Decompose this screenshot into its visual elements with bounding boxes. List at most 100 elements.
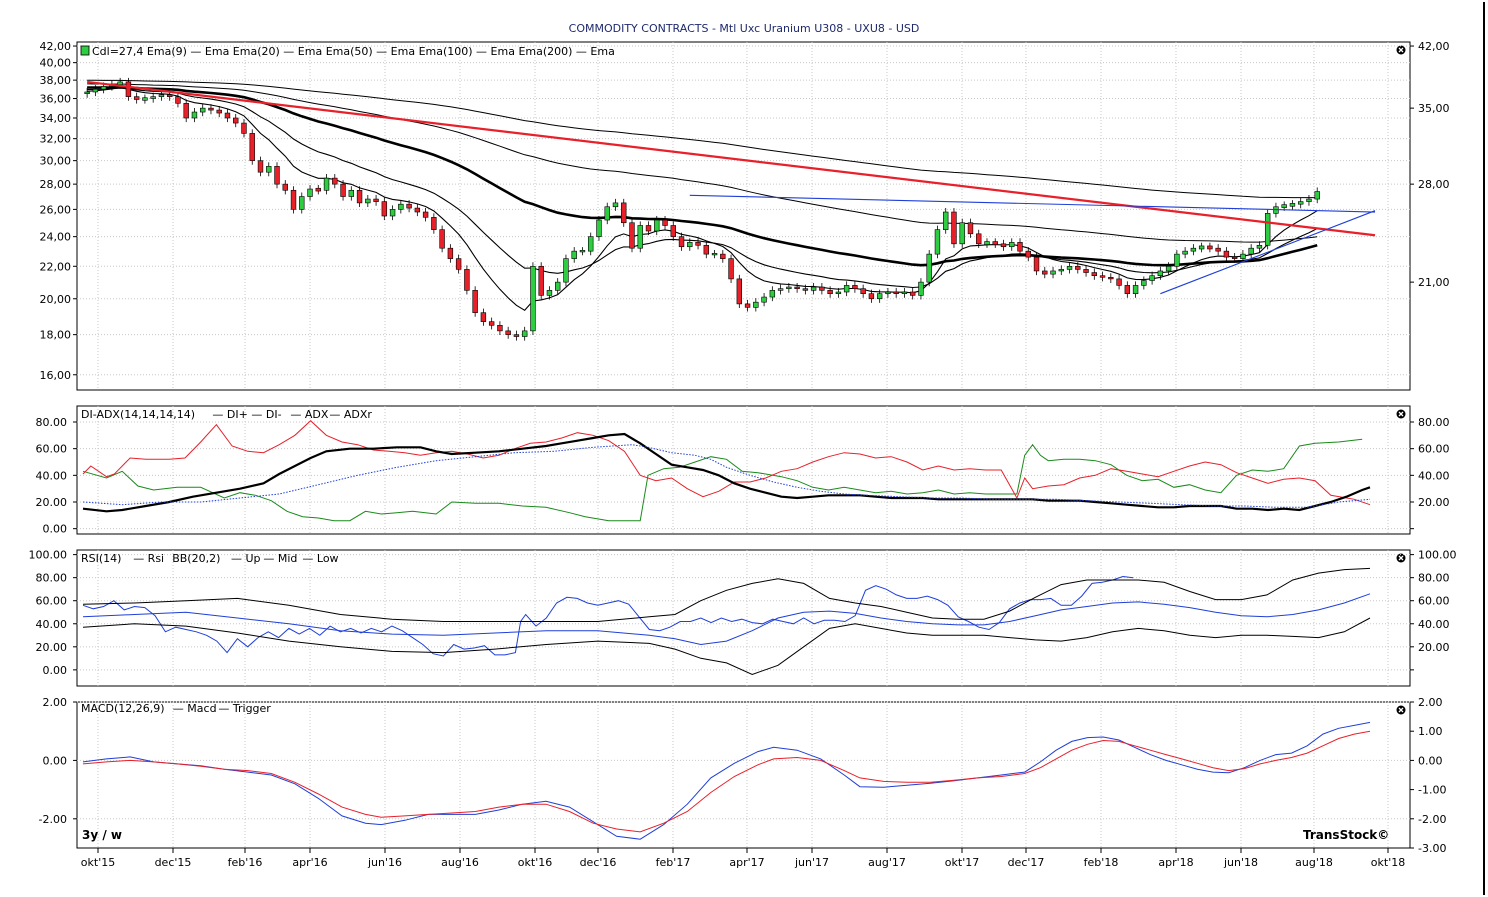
candle-body <box>810 286 817 291</box>
candle-body <box>1132 285 1139 294</box>
price-right-tick-label: 35,00 <box>1418 102 1450 115</box>
candle-body <box>1033 256 1040 272</box>
adx-left-tick-label: 40.00 <box>36 469 68 482</box>
adx-left-tick-label: 60.00 <box>36 443 68 456</box>
candle <box>670 221 676 241</box>
candle <box>769 286 776 302</box>
candle <box>422 207 429 222</box>
candle <box>1099 271 1106 282</box>
close-icon[interactable] <box>1396 409 1406 419</box>
candle <box>224 108 231 123</box>
candle <box>1240 250 1246 263</box>
candle-body <box>703 244 709 255</box>
candle <box>150 92 156 103</box>
candle <box>464 265 470 295</box>
candle-body <box>1108 277 1114 280</box>
candle <box>976 229 982 248</box>
x-tick-label: apr'18 <box>1158 856 1193 869</box>
x-tick-label: jun'18 <box>1223 856 1258 869</box>
candle-body <box>579 250 586 253</box>
candle <box>1000 239 1007 251</box>
adx-right-tick-label: 60.00 <box>1418 443 1450 456</box>
candle-body <box>1223 250 1230 258</box>
candle-body <box>208 107 214 111</box>
candle-body <box>389 209 396 217</box>
candle <box>381 197 388 221</box>
price-left-tick-label: 32,00 <box>40 133 72 146</box>
candle <box>538 262 544 300</box>
rsi-legend: RSI(14) — Rsi BB(20,2) — Up — Mid — Low <box>81 552 339 565</box>
price-left-tick-label: 18,00 <box>40 329 72 342</box>
candle <box>827 286 833 298</box>
rsi-frame <box>76 549 1411 687</box>
macd-right-tick-label: -2.00 <box>1418 813 1446 826</box>
adx-adx-line <box>82 432 1371 513</box>
candle <box>200 104 206 117</box>
candle-body <box>1075 265 1081 270</box>
candle-body <box>117 81 123 85</box>
macd-right-tick-label: -3.00 <box>1418 842 1446 855</box>
candle <box>299 192 305 214</box>
candle <box>439 225 445 253</box>
candle <box>488 317 495 330</box>
chart-title: COMMODITY CONTRACTS - Mtl Uxc Uranium U3… <box>568 22 920 35</box>
legend-adx-item-4: — ADXr <box>329 408 372 421</box>
candle-body <box>125 81 132 97</box>
close-icon[interactable] <box>1396 45 1406 55</box>
candle-body <box>753 301 759 308</box>
candle <box>398 200 404 214</box>
candle <box>687 238 693 251</box>
candle-body <box>918 281 924 296</box>
close-icon[interactable] <box>1396 705 1406 715</box>
candle-body <box>1207 245 1213 250</box>
candle <box>786 282 792 293</box>
candle <box>1314 187 1320 204</box>
candle-body <box>1248 247 1254 255</box>
close-icon[interactable] <box>1396 553 1406 563</box>
candle-body <box>786 286 792 289</box>
macd-left-tick-label: 0.00 <box>43 754 68 767</box>
candle-body <box>422 211 429 218</box>
candle <box>604 202 610 225</box>
candle-body <box>150 96 156 99</box>
candle-body <box>431 217 437 230</box>
trendline-0 <box>86 80 1376 237</box>
candle-body <box>1165 265 1172 272</box>
x-tick-label: okt'15 <box>81 856 115 869</box>
candle-body <box>761 296 767 303</box>
candle-body <box>604 206 610 221</box>
candle <box>1198 242 1205 253</box>
candle <box>637 221 643 253</box>
candle-body <box>166 94 173 97</box>
rsi-right-tick-label: 80.00 <box>1418 572 1450 585</box>
candle-body <box>1306 198 1312 202</box>
candle <box>1033 253 1040 276</box>
candle <box>984 238 990 248</box>
rsi-left-tick-label: 0.00 <box>43 664 68 677</box>
candle <box>1058 265 1064 276</box>
candle-body <box>885 291 891 294</box>
candle <box>1025 247 1031 262</box>
candle <box>216 106 222 118</box>
macd-trigger-line <box>82 730 1371 833</box>
close-icon-x <box>1398 707 1404 713</box>
candle-body <box>1058 269 1064 272</box>
rsi-up-line <box>82 567 1371 622</box>
candle-body <box>843 285 850 293</box>
candle-body <box>290 189 297 210</box>
candle <box>546 286 553 300</box>
candle <box>1108 273 1114 284</box>
candle-body <box>1182 250 1188 255</box>
candle-body <box>943 211 949 230</box>
candle-body <box>257 160 264 173</box>
candle-body <box>926 253 932 283</box>
candle <box>951 207 957 248</box>
candle <box>1009 238 1015 251</box>
candle-body <box>819 286 825 291</box>
price-panel: 42,00 40,00 38,00 36,00 34,00 32,00 30,00 28,00… <box>40 40 1450 391</box>
candle-body <box>398 203 404 210</box>
trendline-1 <box>689 194 1376 213</box>
candle-body <box>183 103 189 119</box>
legend-adx-item-2: — DI- <box>251 408 281 421</box>
price-legend: Cdl=27,4 Ema(9) — Ema Ema(20) — Ema Ema(… <box>80 45 615 58</box>
